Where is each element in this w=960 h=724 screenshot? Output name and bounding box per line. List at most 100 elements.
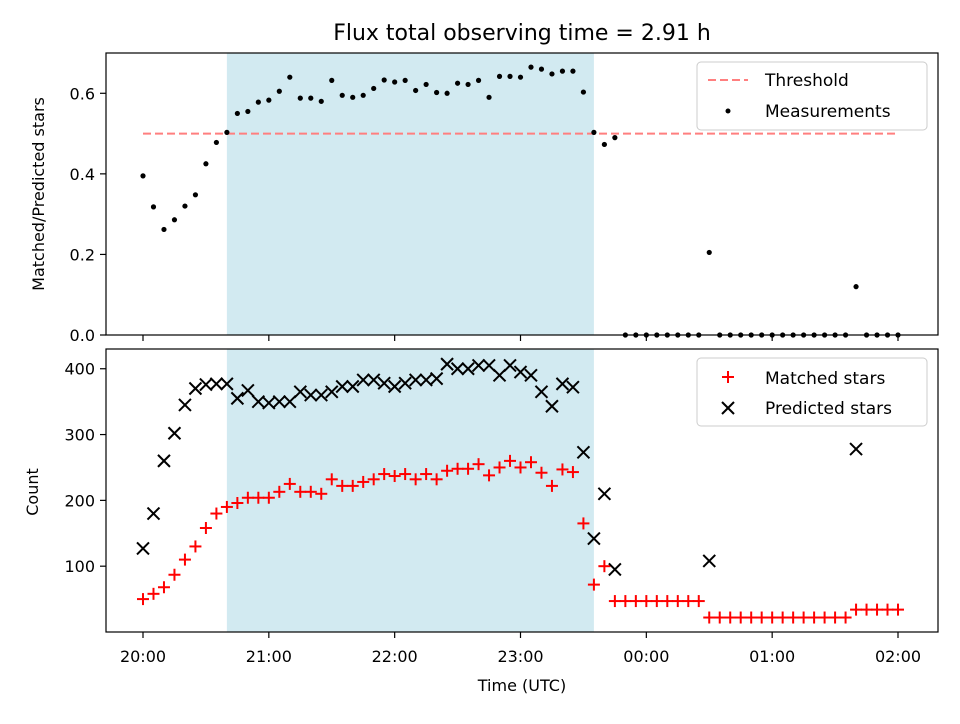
legend-measurements-label: Measurements [765, 102, 891, 122]
predicted-stars-point [136, 541, 150, 556]
predicted-stars-point [241, 383, 255, 398]
matched-stars-point [493, 461, 506, 474]
measurements-point [329, 77, 335, 83]
measurements-point [308, 95, 314, 101]
matched-stars-point [524, 456, 537, 469]
matched-stars-point [671, 595, 684, 608]
matched-stars-point [147, 587, 160, 600]
predicted-stars-point [587, 531, 601, 546]
predicted-stars-point [408, 373, 423, 387]
predicted-stars-point [178, 398, 192, 412]
matched-stars-point [252, 491, 265, 504]
x-tick-label: 02:00 [875, 647, 921, 666]
matched-stars-point [483, 469, 496, 482]
predicted-stars-point [157, 454, 171, 468]
measurements-point [224, 129, 230, 135]
measurements-point [276, 88, 282, 94]
matched-stars-point [399, 468, 412, 481]
matched-stars-point [650, 595, 663, 608]
matched-stars-point [504, 454, 517, 467]
ratio-y-tick-label: 0.4 [70, 165, 95, 184]
matched-stars-point [210, 507, 223, 520]
counts-y-tick-label: 200 [64, 491, 95, 510]
predicted-stars-point [566, 380, 580, 394]
measurements-point [339, 92, 345, 98]
x-tick-label: 20:00 [120, 647, 166, 666]
x-tick-label: 22:00 [372, 647, 418, 666]
predicted-stars-point [356, 373, 370, 387]
matched-stars-point [850, 603, 863, 616]
measurements-point [350, 94, 356, 100]
predicted-stars-point [346, 379, 360, 394]
measurements-point [475, 77, 482, 83]
matched-stars-point [367, 473, 380, 486]
matched-stars-point [441, 464, 454, 477]
matched-stars-point [745, 611, 758, 624]
ratio-legend: Threshold Measurements [696, 61, 928, 131]
legend-threshold-label: Threshold [764, 71, 849, 91]
measurements-point [559, 68, 566, 74]
counts-y-tick-label: 100 [64, 557, 95, 576]
matched-stars-point [294, 485, 307, 498]
predicted-stars-point [608, 562, 622, 577]
predicted-stars-point [199, 377, 213, 392]
matched-stars-point [818, 611, 831, 624]
matched-stars-point [755, 611, 768, 624]
matched-stars-point [357, 475, 370, 488]
matched-stars-point [178, 553, 191, 566]
predicted-stars-point [702, 554, 716, 568]
measurements-point [161, 226, 167, 233]
x-tick-label: 23:00 [497, 647, 543, 666]
measurements-point [371, 85, 377, 92]
predicted-stars-point [387, 379, 402, 394]
predicted-stars-point [272, 394, 287, 409]
measurements-point [538, 66, 545, 72]
measurements-point [266, 97, 272, 103]
predicted-stars-point [450, 362, 465, 376]
measurements-point [591, 129, 597, 135]
ratio-y-tick-label: 0.6 [70, 84, 95, 103]
matched-stars-point [409, 473, 422, 486]
matched-stars-point [776, 611, 789, 624]
matched-stars-point [787, 611, 800, 624]
matched-stars-point [640, 595, 653, 608]
measurements-point [140, 173, 146, 179]
legend-measurements-swatch [725, 108, 731, 114]
predicted-stars-point [471, 358, 486, 373]
matched-stars-point [304, 485, 317, 498]
measurements-point [549, 71, 555, 77]
measurements-point [234, 110, 240, 117]
measurements-point [444, 90, 450, 96]
matched-stars-point [420, 468, 433, 481]
predicted-stars-point [429, 371, 444, 386]
matched-stars-point [137, 593, 149, 606]
measurements-point [507, 73, 513, 79]
measurements-point [706, 249, 712, 256]
ratio-axes-frame [105, 52, 939, 336]
matched-stars-point [545, 479, 558, 492]
predicted-stars-point [534, 385, 549, 399]
matched-stars-point [451, 462, 464, 475]
measurements-point [496, 73, 503, 79]
measurements-point [381, 77, 387, 83]
x-axis-label: Time (UTC) [477, 676, 566, 695]
predicted-stars-point [209, 377, 224, 391]
counts-y-axis-label: Count [23, 468, 42, 516]
matched-stars-point [556, 463, 569, 476]
predicted-stars-point [492, 368, 507, 383]
predicted-stars-point [325, 385, 339, 399]
matched-stars-point [283, 477, 296, 490]
matched-stars-point [273, 485, 286, 498]
matched-stars-point [766, 611, 779, 624]
legend-predicted-swatch [721, 401, 735, 415]
measurements-point [853, 284, 859, 290]
measurements-point [255, 99, 261, 105]
predicted-stars-point [304, 388, 318, 402]
matched-stars-point [566, 466, 579, 479]
matched-stars-point [577, 517, 590, 530]
legend-matched-label: Matched stars [765, 369, 885, 389]
counts-y-tick-label: 400 [64, 360, 95, 379]
ratio-y-tick-label: 0.2 [70, 245, 95, 264]
measurements-point [318, 98, 324, 104]
matched-stars-point [157, 581, 170, 594]
